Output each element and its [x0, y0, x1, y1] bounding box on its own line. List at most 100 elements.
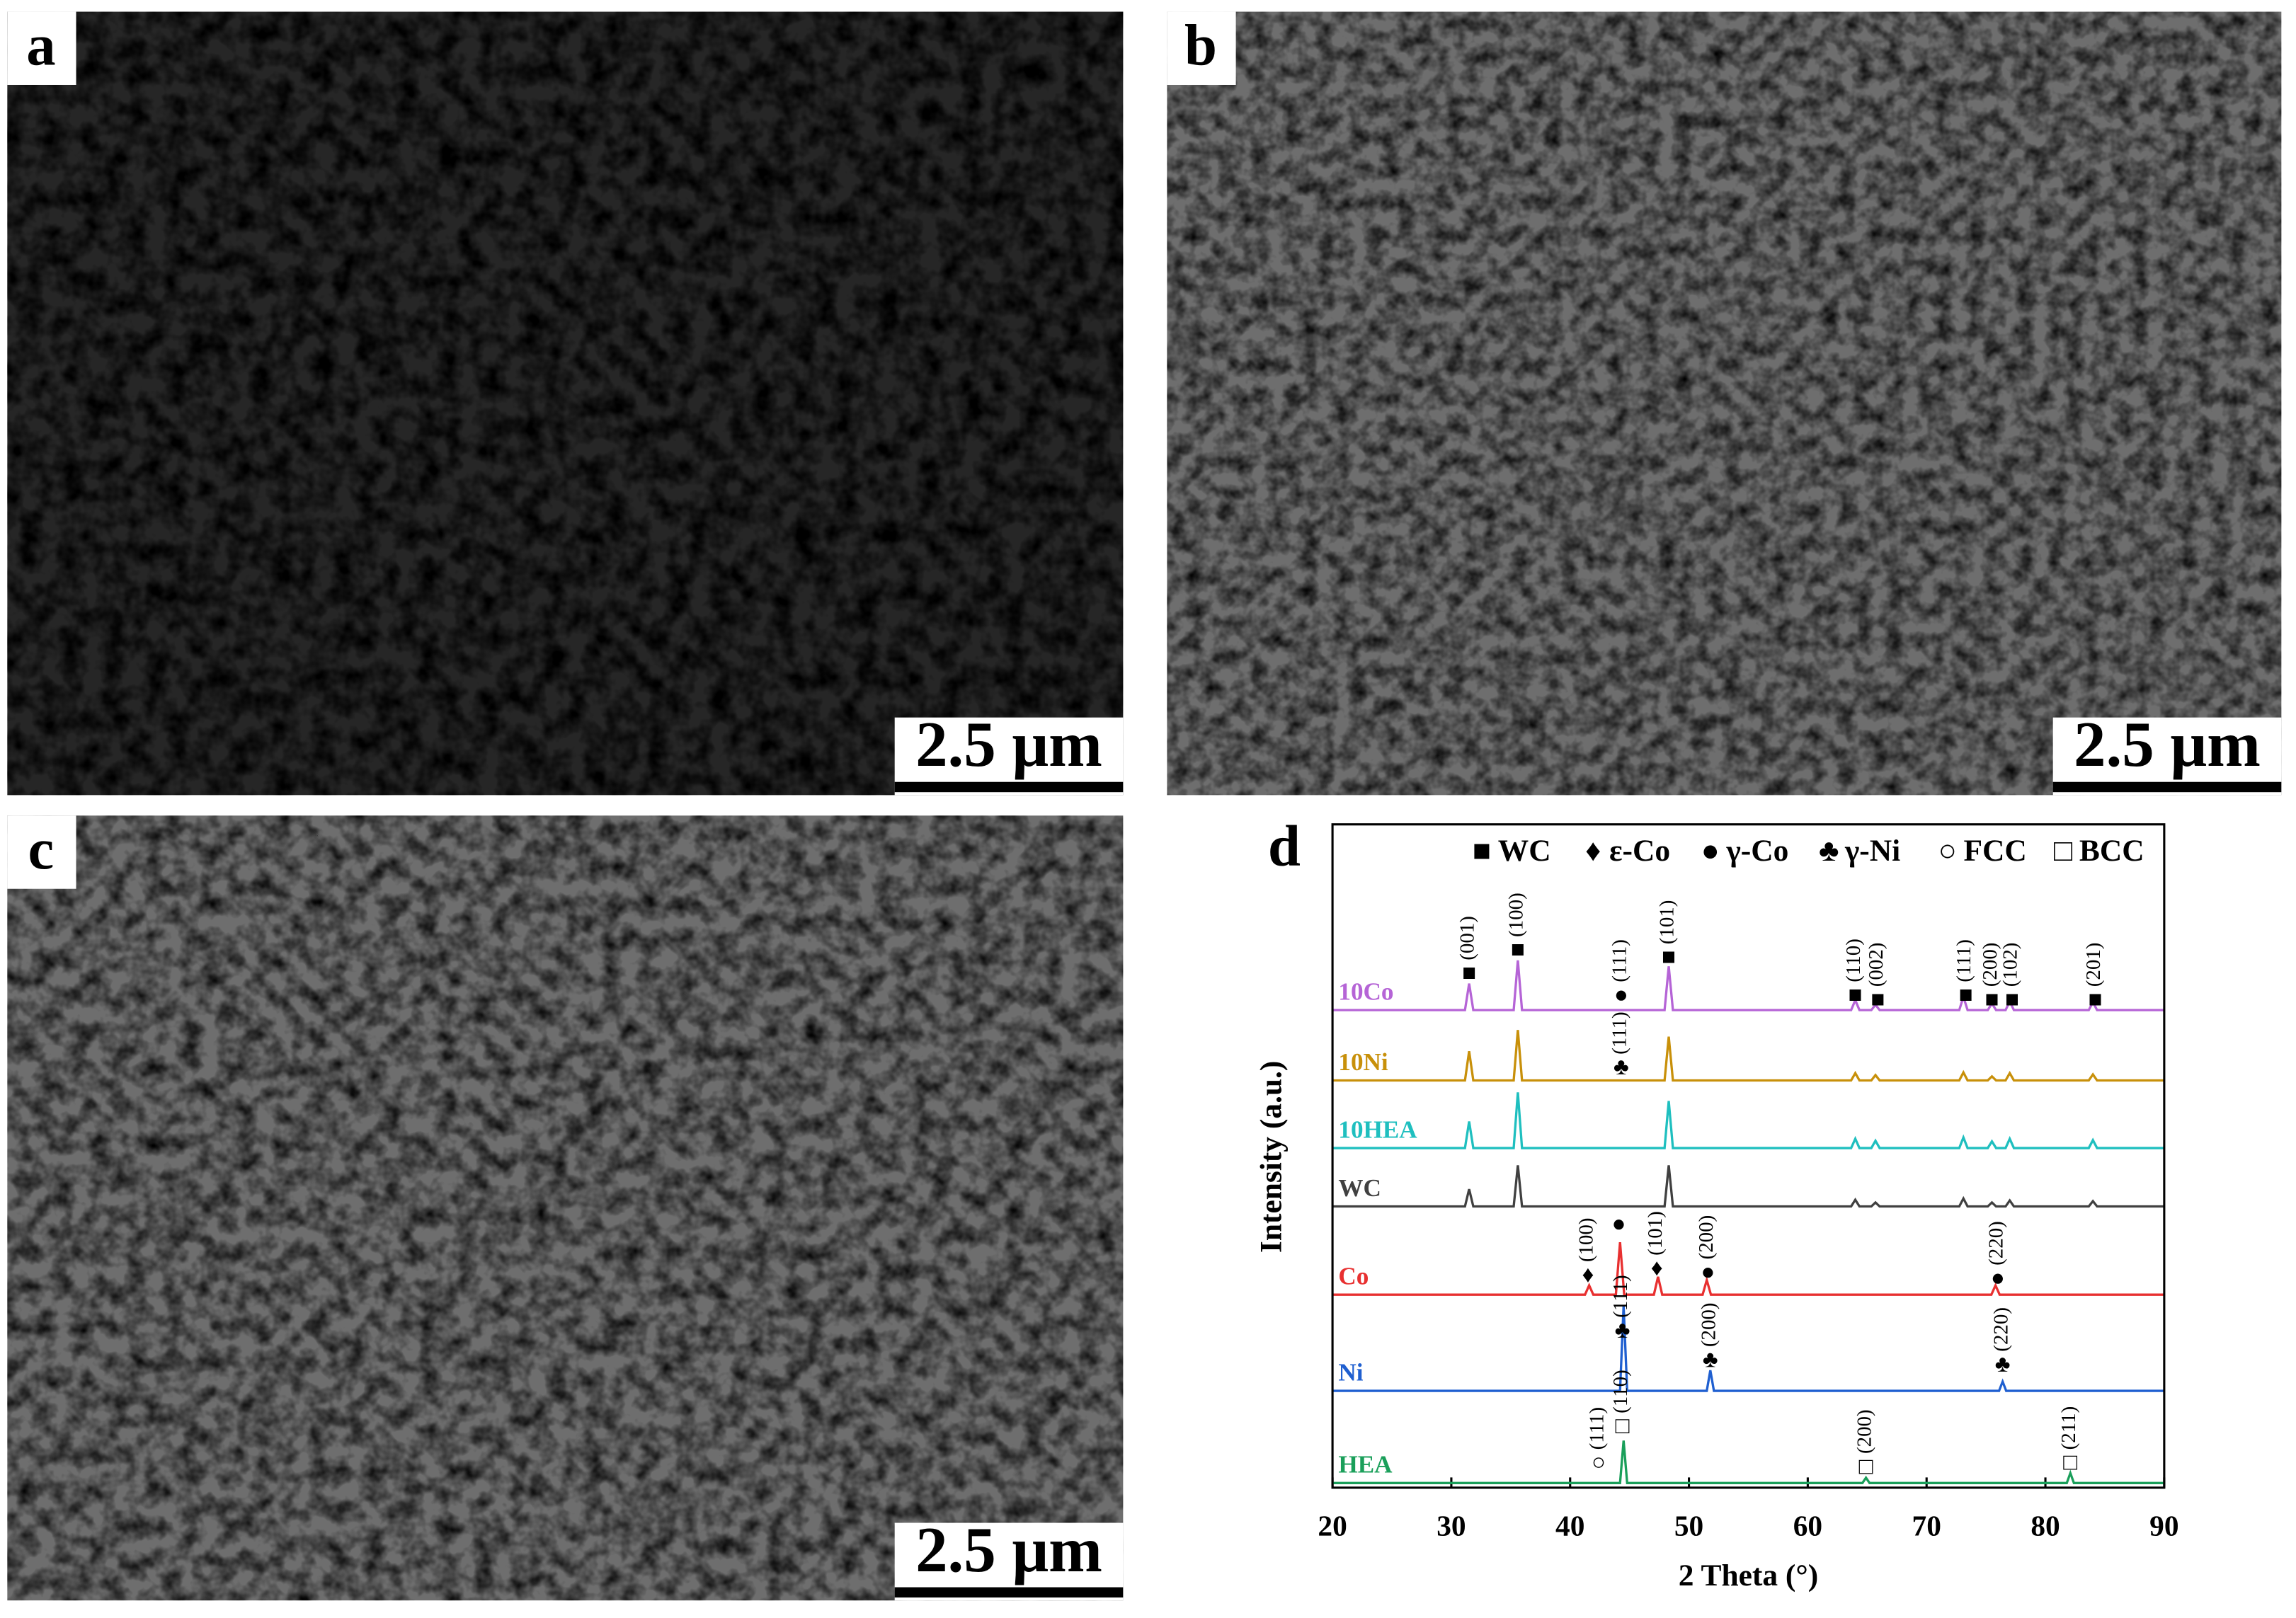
peak-index: (100) — [1505, 893, 1528, 937]
legend-symbol: ♦ — [1585, 834, 1601, 868]
scale-bar-label: 2.5 μm — [915, 708, 1102, 780]
peak-index: (002) — [1865, 943, 1887, 987]
xrd-pattern — [1332, 1241, 2164, 1296]
series-label: 10HEA — [1338, 1115, 1417, 1143]
legend-label: ε-Co — [1609, 834, 1670, 868]
panel-label: b — [1184, 12, 1217, 77]
xrd-pattern — [1332, 1440, 2164, 1484]
legend-label: γ-Ni — [1844, 834, 1900, 868]
peak-index: (220) — [1985, 1221, 2008, 1266]
peak-index: (220) — [1989, 1307, 2012, 1352]
peak-index: (110) — [1609, 1370, 1632, 1413]
scale-bar-label: 2.5 μm — [915, 1514, 1102, 1585]
peak-index: (111) — [1953, 939, 1975, 982]
peak-symbol: ♣ — [1615, 1318, 1630, 1343]
peak-index: (101) — [1656, 900, 1679, 945]
peak-index: (200) — [1695, 1215, 1718, 1260]
legend-symbol: ■ — [1473, 834, 1491, 868]
peak-symbol: ■ — [1871, 987, 1885, 1013]
scale-bar — [2052, 781, 2282, 793]
peak-index: (111) — [1609, 939, 1631, 982]
xrd-chart: d 2 Theta (°) Intensity (a.u.) 20 30 40 50 60 70… — [1254, 813, 2178, 1593]
xrd-pattern — [1332, 1030, 2164, 1082]
legend-symbol: ○ — [1938, 834, 1957, 868]
panel-label: c — [28, 816, 55, 881]
series-label: HEA — [1338, 1451, 1393, 1479]
legend-label: FCC — [1964, 834, 2027, 868]
legend-label: γ-Co — [1725, 834, 1788, 868]
peak-symbol: ♣ — [1614, 1055, 1629, 1080]
peak-index: (102) — [1999, 943, 2022, 987]
peak-symbol: ♣ — [1703, 1347, 1718, 1372]
xrd-pattern — [1332, 960, 2164, 1011]
panel-label: a — [26, 12, 55, 77]
x-tick-label: 80 — [2031, 1509, 2060, 1542]
x-tick-label: 20 — [1318, 1509, 1347, 1542]
series-label: WC — [1338, 1174, 1381, 1202]
legend-symbol: ● — [1701, 834, 1720, 868]
label-box — [7, 815, 76, 889]
peak-symbol: ■ — [1662, 945, 1676, 970]
peak-index: (111) — [1586, 1407, 1609, 1450]
peak-symbol: □ — [1616, 1413, 1630, 1439]
legend-label: BCC — [2079, 834, 2144, 868]
peak-index: (001) — [1456, 916, 1479, 960]
legend-symbol: ♣ — [1819, 834, 1839, 868]
peak-symbol: ♦ — [1651, 1256, 1663, 1281]
label-box — [7, 11, 76, 85]
x-tick-label: 50 — [1674, 1509, 1703, 1542]
x-tick-label: 30 — [1437, 1509, 1466, 1542]
peak-symbol: □ — [1859, 1454, 1873, 1479]
peak-symbol: □ — [2063, 1450, 2077, 1476]
peak-symbol: ○ — [1592, 1450, 1606, 1476]
peak-symbol: ■ — [1959, 982, 1973, 1008]
peak-symbol: ● — [1612, 1211, 1626, 1237]
series-label: 10Ni — [1338, 1048, 1388, 1076]
xrd-pattern — [1332, 1165, 2164, 1208]
sem-particles — [7, 11, 1124, 796]
peak-index: (100) — [1575, 1217, 1598, 1262]
y-axis-title: Intensity (a.u.) — [1254, 1061, 1288, 1253]
legend-label: WC — [1498, 834, 1551, 868]
sem-image: a 2.5 μm — [7, 11, 1124, 796]
peak-symbol: ♣ — [1995, 1352, 2011, 1377]
peak-index: (201) — [2082, 943, 2105, 987]
peak-symbol: ● — [1701, 1260, 1715, 1285]
peak-index: (211) — [2057, 1406, 2080, 1450]
plot-frame — [1331, 823, 2166, 1489]
series-label: Co — [1338, 1262, 1369, 1290]
legend-symbol: □ — [2054, 834, 2073, 868]
sem-particles — [7, 815, 1124, 1601]
peak-symbol: ● — [1991, 1266, 2005, 1291]
peak-index: (111) — [1609, 1011, 1631, 1055]
x-tick-label: 60 — [1793, 1509, 1822, 1542]
x-tick-label: 70 — [1912, 1509, 1941, 1542]
peak-symbol: ■ — [1511, 937, 1525, 963]
scale-bar-label: 2.5 μm — [2074, 708, 2261, 780]
sem-particles — [1167, 11, 2282, 796]
label-box — [1167, 11, 1236, 85]
x-tick-label: 90 — [2149, 1509, 2178, 1542]
series-label: 10Co — [1338, 977, 1393, 1005]
peak-index: (111) — [1609, 1275, 1632, 1318]
sem-image: b 2.5 μm — [1167, 11, 2282, 796]
sem-panels: a 2.5 μm b 2.5 μm c 2.5 μm — [7, 11, 2282, 1601]
peak-index: (110) — [1842, 939, 1865, 982]
peak-symbol: ■ — [1849, 982, 1863, 1008]
peak-symbol: ♦ — [1582, 1262, 1594, 1287]
peak-index: (200) — [1697, 1302, 1720, 1347]
x-axis-title: 2 Theta (°) — [1679, 1559, 1818, 1593]
xrd-pattern — [1332, 1092, 2164, 1149]
sem-image: c 2.5 μm — [7, 815, 1124, 1601]
peak-index: (101) — [1644, 1211, 1667, 1256]
panel-label: d — [1268, 813, 1301, 878]
series-label: Ni — [1338, 1358, 1363, 1386]
peak-symbol: ■ — [1985, 987, 1999, 1013]
peak-symbol: ■ — [2089, 987, 2103, 1013]
peak-symbol: ● — [1614, 982, 1628, 1008]
peak-symbol: ■ — [1462, 960, 1476, 986]
peak-symbol: ■ — [2005, 987, 2019, 1013]
scale-bar — [894, 1587, 1124, 1598]
x-tick-label: 40 — [1555, 1509, 1584, 1542]
